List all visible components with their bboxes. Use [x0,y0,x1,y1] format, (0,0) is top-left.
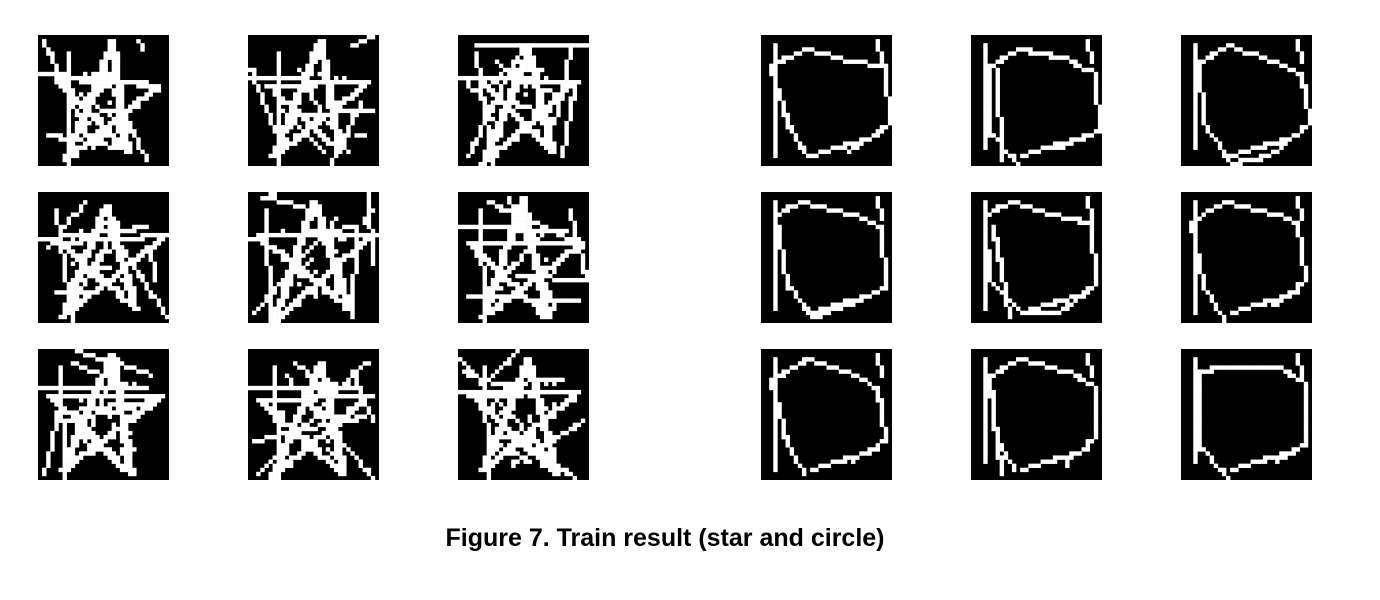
figure-caption: Figure 7. Train result (star and circle) [445,524,885,552]
circle-drawing [1193,353,1309,480]
star-drawing [458,196,589,323]
star-sample-tile [248,349,379,480]
star-drawing [38,200,169,323]
star-sample-tile [458,35,589,166]
circle-drawing [983,196,1099,320]
circle-sample-tile [971,35,1102,166]
circle-sample-tile [761,349,892,480]
star-drawing [458,349,586,480]
circle-sample-tile [1181,35,1312,166]
circle-sample-tile [761,192,892,323]
circle-sample-tile [761,35,892,166]
star-drawing [38,39,162,166]
circle-drawing [773,196,889,320]
star-drawing [38,349,166,480]
circle-drawing [769,39,892,159]
circle-drawing [1189,196,1309,323]
star-sample-tile [38,192,169,323]
star-sample-tile [458,192,589,323]
circle-drawing [983,353,1099,477]
star-sample-tile [38,35,169,166]
star-sample-tile [458,349,589,480]
star-drawing [248,35,376,166]
circle-drawing [1193,39,1312,166]
circle-sample-tile [971,349,1102,480]
star-sample-tile [38,349,169,480]
circle-sample-tile [1181,349,1312,480]
star-samples-grid [38,35,589,480]
star-sample-tile [248,192,379,323]
circle-samples-grid [761,35,1312,480]
circle-drawing [983,39,1102,166]
star-drawing [458,43,589,166]
circle-drawing [769,353,889,477]
star-sample-tile [248,35,379,166]
star-drawing [248,361,376,480]
circle-sample-tile [1181,192,1312,323]
star-drawing [248,192,379,323]
circle-sample-tile [971,192,1102,323]
